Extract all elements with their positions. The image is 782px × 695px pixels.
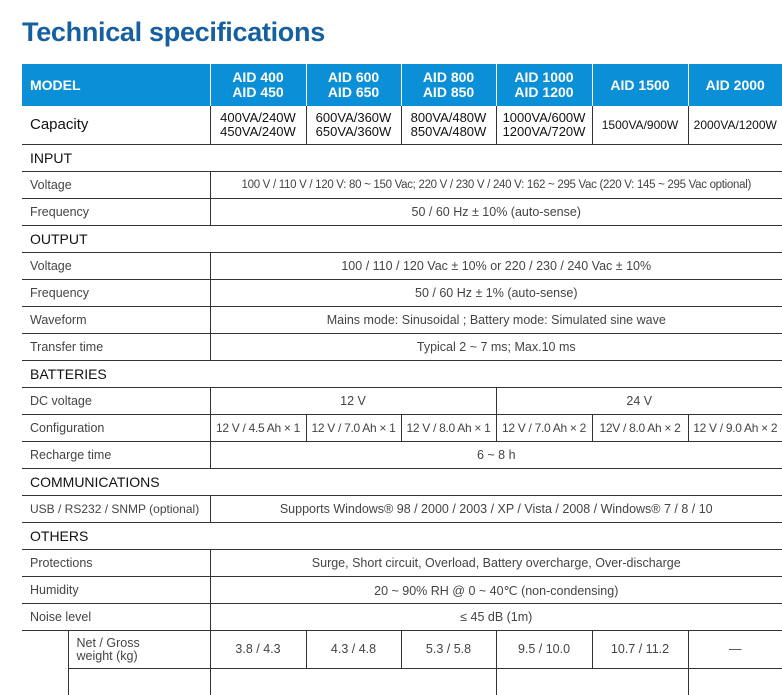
weight-cell: 9.5 / 10.0: [496, 631, 592, 669]
input-frequency-value: 50 / 60 Hz ± 10% (auto-sense): [210, 199, 782, 226]
model-header: MODEL: [22, 64, 210, 106]
recharge-time-value: 6 ~ 8 h: [210, 442, 782, 469]
row-label: Transfer time: [22, 334, 210, 361]
weight-cell: 10.7 / 11.2: [592, 631, 688, 669]
capacity-cell: 1500VA/900W: [592, 106, 688, 145]
capacity-cell: 2000VA/1200W: [688, 106, 782, 145]
page-title: Technical specifications: [22, 17, 325, 48]
weight-cell: 3.8 / 4.3: [210, 631, 306, 669]
empty-cell: [22, 631, 68, 669]
weight-cell: 4.3 / 4.8: [306, 631, 401, 669]
row-label: Humidity: [22, 577, 210, 604]
row-label: Configuration: [22, 415, 210, 442]
row-label: Noise level: [22, 604, 210, 631]
model-header-cell: AID 2000: [688, 64, 782, 106]
weight-cell: 5.3 / 5.8: [401, 631, 496, 669]
config-cell: 12V / 8.0 Ah × 2: [592, 415, 688, 442]
row-label: Voltage: [22, 253, 210, 280]
config-cell: 12 V / 4.5 Ah × 1: [210, 415, 306, 442]
section-heading-others: OTHERS: [22, 523, 782, 550]
row-label: Recharge time: [22, 442, 210, 469]
row-label: Waveform: [22, 307, 210, 334]
row-label: Protections: [22, 550, 210, 577]
communications-value: Supports Windows® 98 / 2000 / 2003 / XP …: [210, 496, 782, 523]
model-header-cell: AID 1500: [592, 64, 688, 106]
row-label: USB / RS232 / SNMP (optional): [22, 496, 210, 523]
row-label: Frequency: [22, 199, 210, 226]
section-heading-batteries: BATTERIES: [22, 361, 782, 388]
humidity-value: 20 ~ 90% RH @ 0 ~ 40℃ (non-condensing): [210, 577, 782, 604]
config-cell: 12 V / 7.0 Ah × 2: [496, 415, 592, 442]
section-heading-communications: COMMUNICATIONS: [22, 469, 782, 496]
dc-voltage-value: 12 V: [210, 388, 496, 415]
config-cell: 12 V / 7.0 Ah × 1: [306, 415, 401, 442]
weight-cell: —: [688, 631, 782, 669]
row-label: Frequency: [22, 280, 210, 307]
input-voltage-value: 100 V / 110 V / 120 V: 80 ~ 150 Vac; 220…: [210, 172, 782, 199]
config-cell: 12 V / 8.0 Ah × 1: [401, 415, 496, 442]
waveform-value: Mains mode: Sinusoidal ; Battery mode: S…: [210, 307, 782, 334]
row-label: Capacity: [22, 106, 210, 145]
protections-value: Surge, Short circuit, Overload, Battery …: [210, 550, 782, 577]
dc-voltage-value: 24 V: [496, 388, 782, 415]
config-cell: 12 V / 9.0 Ah × 2: [688, 415, 782, 442]
row-label: DC voltage: [22, 388, 210, 415]
output-frequency-value: 50 / 60 Hz ± 1% (auto-sense): [210, 280, 782, 307]
transfer-time-value: Typical 2 ~ 7 ms; Max.10 ms: [210, 334, 782, 361]
noise-level-value: ≤ 45 dB (1m): [210, 604, 782, 631]
section-heading-output: OUTPUT: [22, 226, 782, 253]
section-heading-input: INPUT: [22, 145, 782, 172]
output-voltage-value: 100 / 110 / 120 Vac ± 10% or 220 / 230 /…: [210, 253, 782, 280]
row-label: Voltage: [22, 172, 210, 199]
partial-row: [22, 669, 782, 695]
